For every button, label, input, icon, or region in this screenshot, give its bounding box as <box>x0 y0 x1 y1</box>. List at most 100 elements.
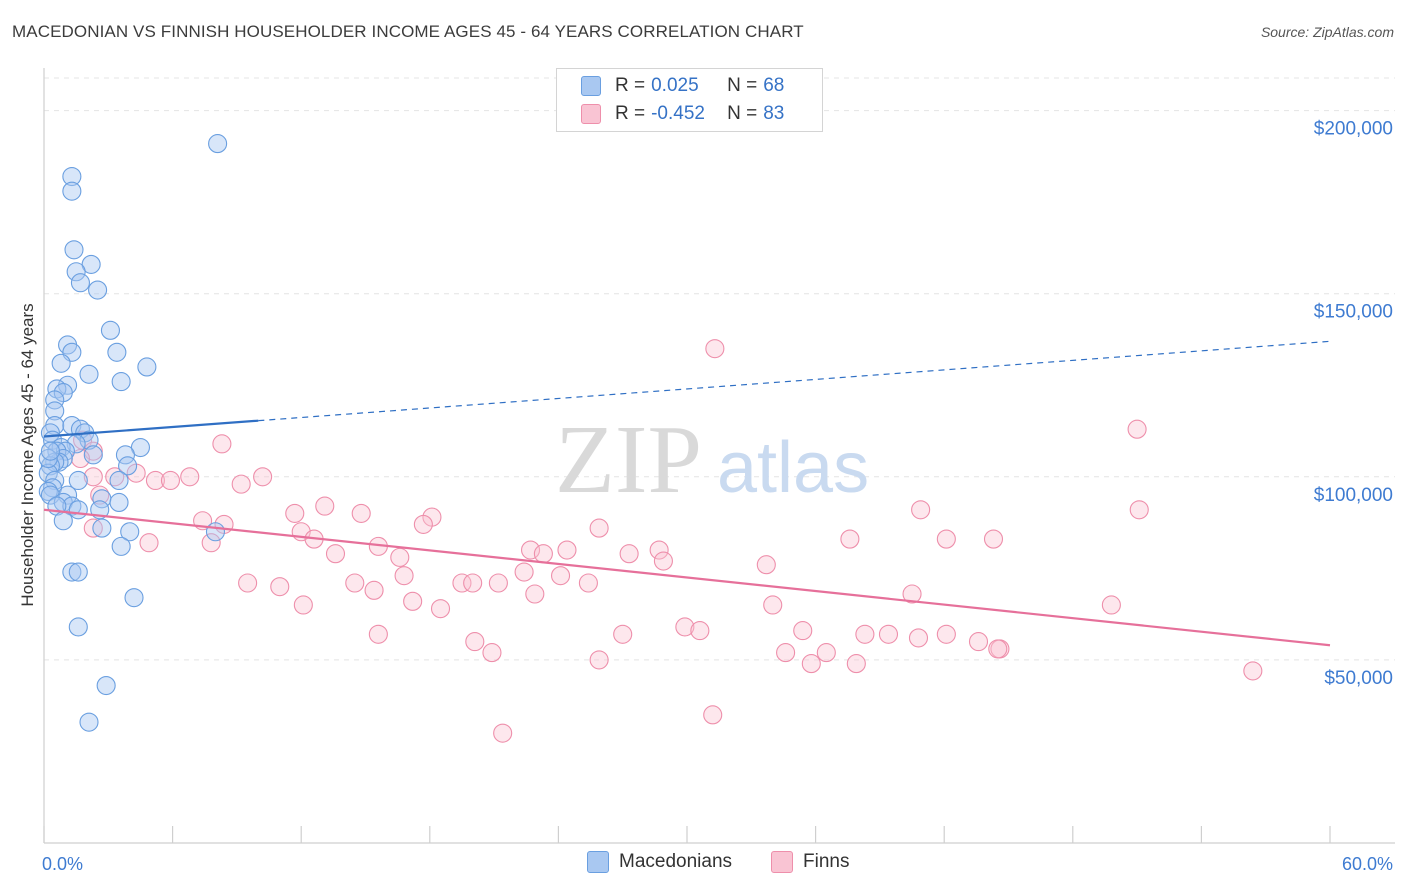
y-axis-label: Householder Income Ages 45 - 64 years <box>18 303 37 607</box>
finn-point <box>578 573 598 593</box>
finn-point <box>394 566 414 586</box>
finn-point <box>776 643 796 663</box>
finn-point <box>816 643 836 663</box>
legend-label-macedonians: Macedonians <box>619 851 733 872</box>
finn-point <box>351 503 371 523</box>
finn-point <box>613 624 633 644</box>
macedonian-point <box>62 166 82 187</box>
finn-point <box>1127 419 1147 439</box>
macedonian-point <box>96 675 116 696</box>
finn-point <box>649 540 669 560</box>
macedonian-point <box>38 448 58 469</box>
legend-swatch-macedonians <box>587 851 609 873</box>
finn-point <box>345 573 365 593</box>
finn-point <box>550 566 571 586</box>
macedonian-point <box>79 712 99 732</box>
finn-point <box>413 514 433 534</box>
watermark-zip: ZIP <box>555 406 702 514</box>
finn-point <box>908 628 929 648</box>
macedonian-point <box>100 320 120 340</box>
finn-point <box>180 467 200 487</box>
macedonian-point <box>68 500 88 520</box>
finn-trend-solid <box>43 508 1331 647</box>
series-legend: Macedonians Finns <box>0 851 1406 877</box>
finn-point <box>201 533 221 553</box>
macedonian-point <box>62 496 82 516</box>
finn-point <box>160 470 181 491</box>
y-tick-label: $150,000 <box>1314 302 1393 323</box>
finn-point <box>368 624 388 644</box>
macedonian-point <box>66 262 86 282</box>
finn-point <box>855 624 875 644</box>
macedonian-point <box>208 134 228 154</box>
legend-swatch-macedonians <box>581 76 601 96</box>
macedonian-point <box>40 441 60 461</box>
macedonian-point <box>109 492 129 512</box>
finn-point <box>139 533 159 553</box>
finn-point <box>238 573 258 593</box>
macedonian-point <box>124 588 144 608</box>
finn-point <box>1101 595 1121 615</box>
finn-point <box>619 544 639 564</box>
legend-r-value: -0.452 <box>651 103 705 124</box>
y-tick-label: $100,000 <box>1314 485 1393 506</box>
legend-n-value: 68 <box>763 75 785 96</box>
finn-point <box>846 654 866 674</box>
macedonian-point <box>83 445 103 465</box>
finn-point <box>557 540 577 560</box>
finn-point <box>911 500 931 520</box>
tick-labels: $50,000 $100,000 $150,000 $200,000 0.0% 60.0% <box>42 119 1393 874</box>
macedonian-point <box>53 511 73 531</box>
finn-point <box>840 529 860 549</box>
legend-item-macedonians: Macedonians <box>587 851 732 873</box>
finn-point <box>520 540 541 560</box>
legend-label-finns: Finns <box>803 851 850 872</box>
finn-point <box>514 562 534 582</box>
macedonian-point <box>205 522 226 542</box>
macedonian-point <box>79 364 99 384</box>
legend-n-label: N = <box>727 103 758 124</box>
macedonian-point <box>64 240 84 260</box>
chart-title: MACEDONIAN VS FINNISH HOUSEHOLDER INCOME… <box>12 22 804 41</box>
finn-point <box>315 496 335 516</box>
finn-point <box>482 643 502 663</box>
legend-r-label: R = <box>615 75 646 96</box>
finn-point <box>390 547 410 567</box>
finn-point <box>878 624 899 644</box>
finn-point <box>525 584 545 604</box>
legend-swatch-finns <box>581 104 601 124</box>
macedonian-point <box>88 280 108 300</box>
macedonian-point <box>68 470 88 491</box>
finn-point <box>589 650 609 670</box>
finn-point <box>1243 661 1263 681</box>
macedonian-point <box>68 617 88 637</box>
finn-point <box>793 621 813 641</box>
macedonian-point <box>118 456 138 476</box>
gridlines <box>44 77 1395 661</box>
macedonian-point <box>68 562 88 582</box>
finn-point <box>675 617 695 637</box>
finn-point <box>533 544 553 564</box>
finn-point <box>968 632 989 652</box>
macedonian-point <box>92 518 112 538</box>
trend-lines <box>43 340 1331 647</box>
finn-point <box>364 580 384 600</box>
macedonian-point <box>51 353 71 373</box>
macedonian-point <box>70 273 90 293</box>
finn-point <box>983 529 1004 549</box>
legend-r-label: R = <box>615 103 646 124</box>
axes <box>43 68 1395 844</box>
finn-point <box>212 434 232 454</box>
finn-point <box>493 723 513 743</box>
finn-point <box>270 577 290 597</box>
finn-point <box>83 467 103 487</box>
watermark: ZIP atlas <box>555 406 869 514</box>
finn-point <box>145 470 166 491</box>
macedonian-point <box>109 470 129 491</box>
finn-point <box>690 621 710 641</box>
legend-item-finns: Finns <box>771 851 849 873</box>
finn-point <box>589 518 609 538</box>
y-tick-label: $50,000 <box>1324 668 1393 689</box>
data-points <box>38 134 1263 743</box>
